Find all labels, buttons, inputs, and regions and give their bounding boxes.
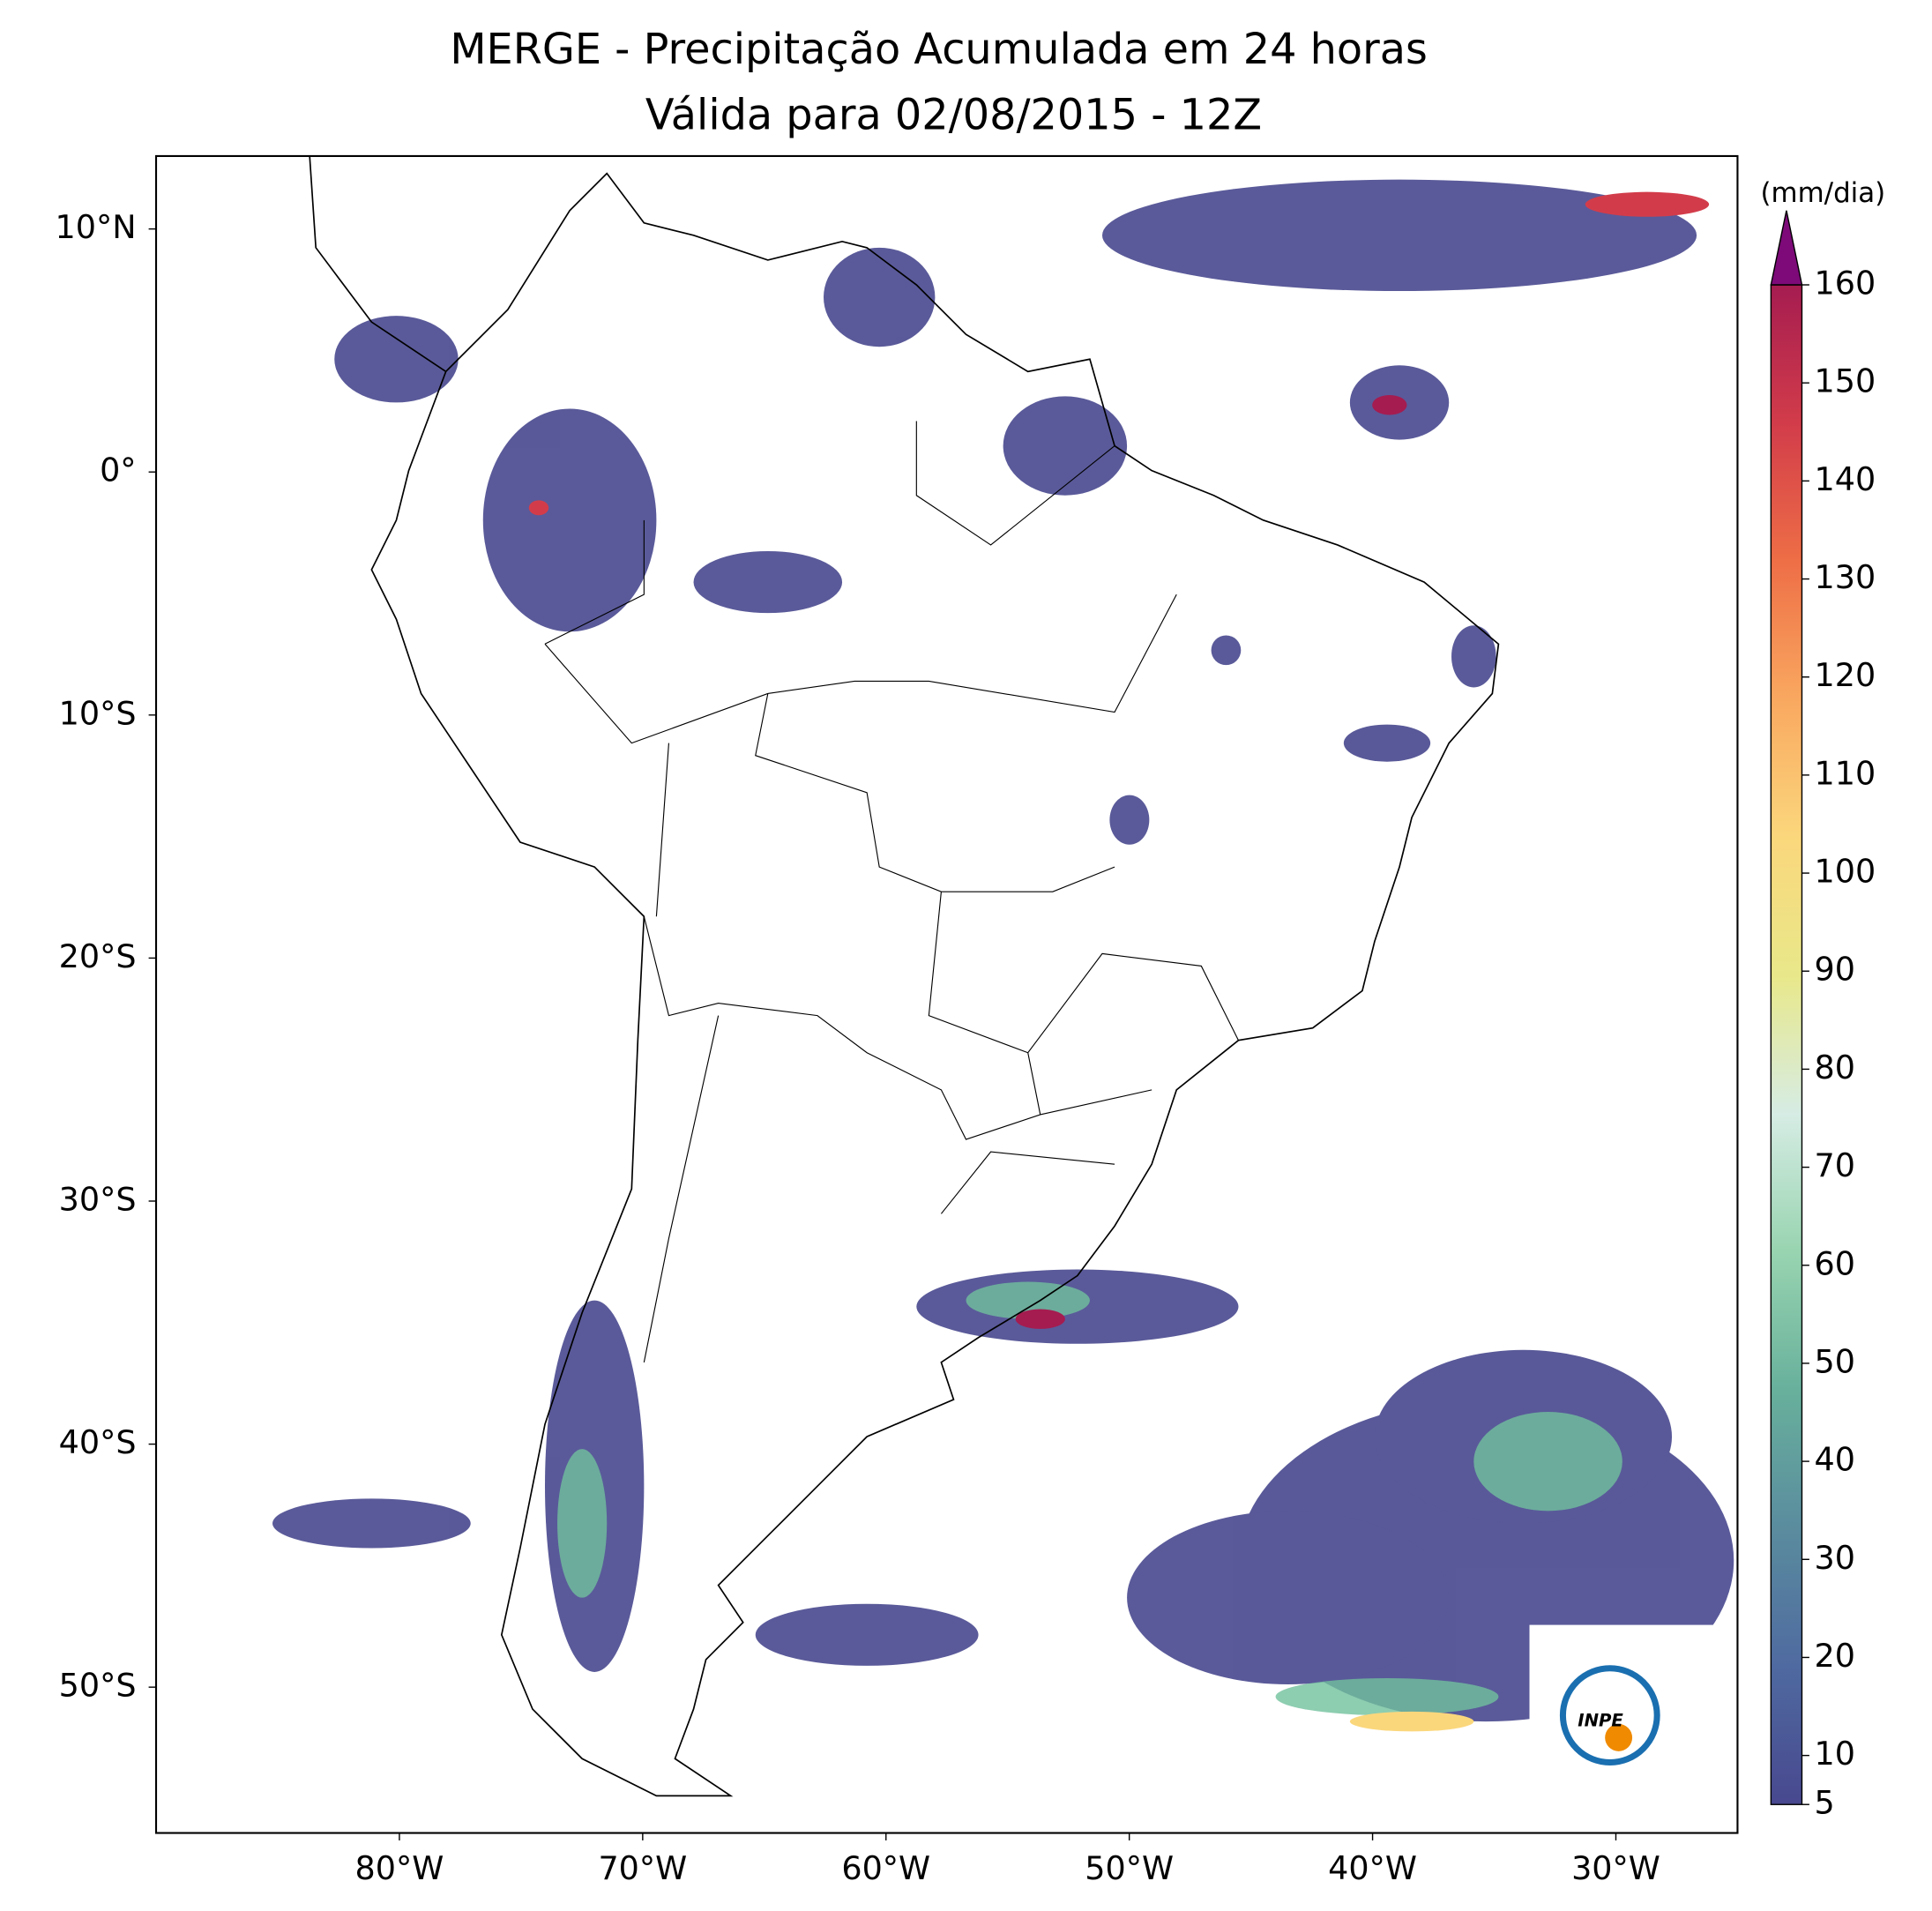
x-tick-label: 80°W xyxy=(355,1849,444,1887)
colorbar-tick-label: 110 xyxy=(1815,754,1876,792)
colorbar-tick-label: 30 xyxy=(1815,1539,1855,1577)
map-frame xyxy=(154,154,1739,1834)
colorbar-tick-label: 100 xyxy=(1815,853,1876,891)
y-tick-label: 30°S xyxy=(59,1180,137,1218)
subtitle: Válida para 02/08/2015 - 12Z xyxy=(645,91,1262,139)
colorbar-tick-label: 150 xyxy=(1815,362,1876,400)
x-tick-label: 60°W xyxy=(841,1849,930,1887)
colorbar-label: (mm/dia) xyxy=(1760,177,1885,209)
colorbar-tick-label: 70 xyxy=(1815,1146,1855,1184)
coastline xyxy=(309,155,1500,1797)
x-tick-label: 50°W xyxy=(1085,1849,1174,1887)
colorbar-tick-label: 120 xyxy=(1815,656,1876,694)
y-tick-label: 50°S xyxy=(59,1667,137,1705)
colorbar-tick-label: 40 xyxy=(1815,1441,1855,1479)
title: MERGE - Precipitação Acumulada em 24 hor… xyxy=(450,26,1428,74)
precipitation-moderate xyxy=(557,1281,1622,1716)
colorbar-tick-label: 10 xyxy=(1815,1735,1855,1773)
colorbar-tick-label: 50 xyxy=(1815,1342,1855,1380)
x-tick-label: 70°W xyxy=(598,1849,687,1887)
x-tick-label: 30°W xyxy=(1571,1849,1660,1887)
x-tick-label: 40°W xyxy=(1328,1849,1417,1887)
logo-text: INPE xyxy=(1578,1711,1623,1731)
precipitation-heavy xyxy=(528,191,1710,1732)
colorbar-tick-label: 80 xyxy=(1815,1049,1855,1086)
colorbar xyxy=(1770,284,1803,1805)
y-tick-label: 10°N xyxy=(56,208,137,246)
map: INPE xyxy=(154,154,1739,1834)
colorbar-extend xyxy=(1770,210,1803,286)
axes: 80°W 70°W 60°W 50°W 40°W 30°W 10°N 0° 10°S 20°S 30… xyxy=(56,177,1886,1887)
y-tick-label: 40°S xyxy=(59,1423,137,1461)
colorbar-tick-label: 5 xyxy=(1815,1784,1835,1822)
colorbar-tick-label: 140 xyxy=(1815,460,1876,498)
y-tick-label: 0° xyxy=(100,452,136,489)
y-tick-label: 10°S xyxy=(59,694,137,732)
y-tick-label: 20°S xyxy=(59,937,137,975)
colorbar-tick-label: 160 xyxy=(1815,265,1876,302)
colorbar-tick-label: 90 xyxy=(1815,951,1855,989)
colorbar-tick-label: 20 xyxy=(1815,1637,1855,1675)
logo-ring xyxy=(1559,1665,1660,1765)
colorbar-tick-label: 60 xyxy=(1815,1244,1855,1282)
borders xyxy=(544,421,1239,1362)
logo-dot xyxy=(1605,1723,1633,1751)
colorbar-tick-label: 130 xyxy=(1815,558,1876,596)
